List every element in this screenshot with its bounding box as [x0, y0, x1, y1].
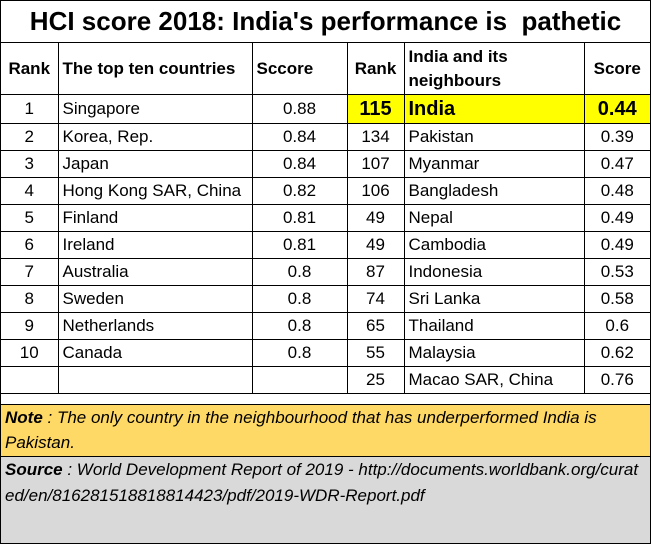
top-score-cell: 0.84 [251, 150, 348, 178]
top-rank-cell: 1 [1, 94, 59, 124]
neighbour-rank-header: Rank [346, 43, 405, 95]
neighbour-score-cell: 0.76 [583, 366, 650, 394]
neighbour-score-cell: 0.39 [583, 123, 650, 151]
top-score-cell: 0.88 [251, 94, 348, 124]
neighbour-country-cell: Sri Lanka [403, 285, 585, 313]
top-score-cell: 0.81 [251, 204, 348, 232]
top-score-cell: 0.8 [251, 312, 348, 340]
note-label: Note [5, 408, 43, 427]
neighbour-country-cell: Cambodia [403, 231, 585, 259]
neighbour-score-cell: 0.44 [583, 94, 650, 124]
top-country-cell: Hong Kong SAR, China [57, 177, 253, 205]
top-country-cell: Netherlands [57, 312, 253, 340]
neighbour-rank-cell: 49 [346, 204, 405, 232]
neighbour-country-cell: India [403, 94, 585, 124]
neighbour-score-cell: 0.49 [583, 204, 650, 232]
top-score-cell: 0.81 [251, 231, 348, 259]
table-row: 10 Canada 0.8 55 Malaysia 0.62 [1, 339, 650, 367]
neighbour-rank-cell: 106 [346, 177, 405, 205]
table-row: 4 Hong Kong SAR, China 0.82 106 Bangladesh 0.… [1, 177, 650, 205]
neighbour-score-header: Score [583, 43, 650, 95]
neighbour-country-cell: Indonesia [403, 258, 585, 286]
note-text: : The only country in the neighbourhood … [5, 408, 597, 452]
table-row: 9 Netherlands 0.8 65 Thailand 0.6 [1, 312, 650, 340]
neighbour-country-cell: Thailand [403, 312, 585, 340]
neighbour-rank-cell: 25 [346, 366, 405, 394]
table-row: 7 Australia 0.8 87 Indonesia 0.53 [1, 258, 650, 286]
top-score-cell: 0.8 [251, 339, 348, 367]
top-country-cell: Canada [57, 339, 253, 367]
neighbour-score-cell: 0.48 [583, 177, 650, 205]
source-text: : World Development Report of 2019 - htt… [5, 460, 639, 505]
neighbour-country-cell: Bangladesh [403, 177, 585, 205]
neighbour-rank-cell: 74 [346, 285, 405, 313]
top-rank-cell: 8 [1, 285, 59, 313]
neighbours-header: India and its neighbours [403, 43, 585, 95]
neighbour-rank-cell: 65 [346, 312, 405, 340]
neighbour-country-cell: Pakistan [403, 123, 585, 151]
neighbour-score-cell: 0.62 [583, 339, 650, 367]
neighbour-rank-cell: 107 [346, 150, 405, 178]
top-rank-cell: 9 [1, 312, 59, 340]
top-rank-cell: 7 [1, 258, 59, 286]
neighbour-rank-cell: 49 [346, 231, 405, 259]
table-row: 25 Macao SAR, China 0.76 [1, 366, 650, 394]
top-country-cell: Sweden [57, 285, 253, 313]
neighbour-country-cell: Macao SAR, China [403, 366, 585, 394]
neighbour-country-cell: Malaysia [403, 339, 585, 367]
neighbour-country-cell: Myanmar [403, 150, 585, 178]
neighbour-rank-cell: 87 [346, 258, 405, 286]
top-country-cell: Australia [57, 258, 253, 286]
table-row: 1 Singapore 0.88 115 India 0.44 [1, 94, 650, 124]
neighbour-rank-cell: 115 [346, 94, 405, 124]
neighbour-country-cell: Nepal [403, 204, 585, 232]
neighbour-score-cell: 0.6 [583, 312, 650, 340]
top-country-cell: Japan [57, 150, 253, 178]
top-country-cell: Singapore [57, 94, 253, 124]
source-label: Source [5, 460, 63, 479]
top-score-cell [251, 366, 348, 394]
top-country-cell [57, 366, 253, 394]
neighbour-score-cell: 0.53 [583, 258, 650, 286]
hci-table: Rank The top ten countries Sccore Rank I… [1, 43, 650, 394]
top-country-cell: Ireland [57, 231, 253, 259]
source-box: Source : World Development Report of 201… [1, 457, 650, 543]
top-rank-cell: 2 [1, 123, 59, 151]
table-body: 1 Singapore 0.88 115 India 0.44 2 Korea, Rep. 0.… [1, 94, 650, 394]
table-row: 5 Finland 0.81 49 Nepal 0.49 [1, 204, 650, 232]
note-box: Note : The only country in the neighbour… [1, 404, 650, 457]
top-country-cell: Finland [57, 204, 253, 232]
neighbour-score-cell: 0.47 [583, 150, 650, 178]
top-rank-cell [1, 366, 59, 394]
top-score-header: Sccore [251, 43, 348, 95]
top-rank-cell: 5 [1, 204, 59, 232]
top-rank-cell: 3 [1, 150, 59, 178]
top-rank-cell: 4 [1, 177, 59, 205]
top-score-cell: 0.84 [251, 123, 348, 151]
table-row: 8 Sweden 0.8 74 Sri Lanka 0.58 [1, 285, 650, 313]
top-rank-cell: 6 [1, 231, 59, 259]
neighbour-score-cell: 0.58 [583, 285, 650, 313]
rank-header: Rank [1, 43, 59, 95]
header-row: Rank The top ten countries Sccore Rank I… [1, 43, 650, 95]
top-score-cell: 0.8 [251, 285, 348, 313]
top-countries-header: The top ten countries [57, 43, 253, 95]
neighbour-score-cell: 0.49 [583, 231, 650, 259]
neighbour-rank-cell: 55 [346, 339, 405, 367]
neighbour-rank-cell: 134 [346, 123, 405, 151]
table-row: 2 Korea, Rep. 0.84 134 Pakistan 0.39 [1, 123, 650, 151]
top-score-cell: 0.8 [251, 258, 348, 286]
top-country-cell: Korea, Rep. [57, 123, 253, 151]
table-row: 6 Ireland 0.81 49 Cambodia 0.49 [1, 231, 650, 259]
table-row: 3 Japan 0.84 107 Myanmar 0.47 [1, 150, 650, 178]
top-rank-cell: 10 [1, 339, 59, 367]
top-score-cell: 0.82 [251, 177, 348, 205]
page-title: HCI score 2018: India's performance is p… [1, 1, 650, 43]
